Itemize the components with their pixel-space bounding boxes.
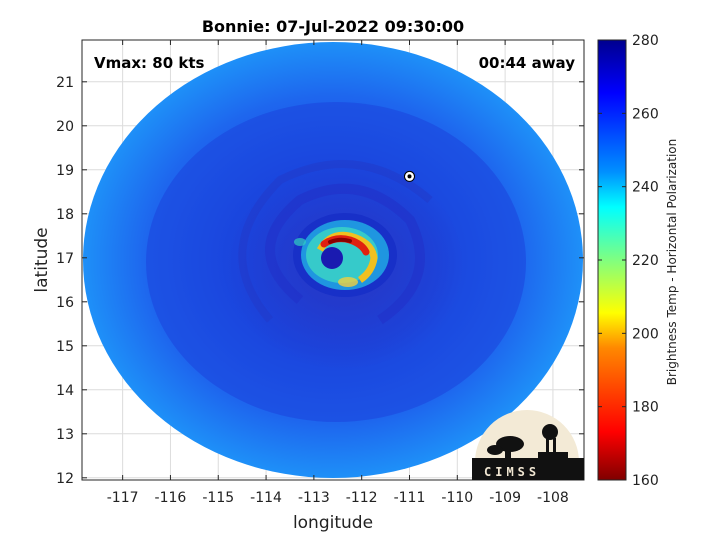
y-axis-label: latitude (32, 227, 52, 292)
plot-frame (81, 39, 585, 481)
y-tick-label: 14 (56, 383, 74, 399)
colorbar-tick-label: 220 (632, 253, 659, 269)
y-tick-label: 21 (56, 75, 74, 91)
colorbar (597, 39, 627, 481)
x-tick-label: -110 (441, 490, 473, 506)
logo-text: CIMSS (484, 465, 540, 479)
x-tick-label: -111 (394, 490, 426, 506)
y-tick-label: 13 (56, 427, 74, 443)
y-tick-label: 15 (56, 339, 74, 355)
vmax-annotation: Vmax: 80 kts (94, 54, 204, 72)
colorbar-tick-label: 200 (632, 326, 659, 342)
y-tick-label: 17 (56, 251, 74, 267)
y-tick-label: 19 (56, 163, 74, 179)
x-tick-label: -109 (489, 490, 521, 506)
colorbar-tick-label: 180 (632, 400, 659, 416)
brightness-temp-swath (83, 42, 583, 478)
colorbar-ticks: 160 180 200 220 240 260 280 (598, 33, 659, 489)
time-away-annotation: 00:44 away (479, 54, 576, 72)
x-tick-label: -117 (107, 490, 139, 506)
y-tick-label: 20 (56, 119, 74, 135)
y-tick-label: 12 (56, 471, 74, 487)
colorbar-tick-label: 240 (632, 180, 659, 196)
colorbar-tick-label: 260 (632, 106, 659, 122)
x-tick-label: -112 (346, 490, 378, 506)
cimss-logo: CIMSS (472, 410, 584, 480)
colorbar-label: Brightness Temp - Horizontal Polarizatio… (665, 139, 679, 386)
colorbar-tick-label: 280 (632, 33, 659, 49)
x-tick-label: -114 (250, 490, 282, 506)
x-tick-label: -116 (155, 490, 187, 506)
y-tick-label: 16 (56, 295, 74, 311)
x-tick-label: -115 (202, 490, 234, 506)
axis-ticks: -117 -116 -115 -114 -113 -112 -111 -110 -109 -108… (56, 40, 584, 506)
x-tick-label: -113 (298, 490, 330, 506)
position-marker-icon (403, 170, 415, 182)
x-axis-label: longitude (293, 513, 373, 533)
y-tick-label: 18 (56, 207, 74, 223)
colorbar-tick-label: 160 (632, 473, 659, 489)
x-tick-label: -108 (537, 490, 569, 506)
chart-title: Bonnie: 07-Jul-2022 09:30:00 (202, 17, 464, 36)
